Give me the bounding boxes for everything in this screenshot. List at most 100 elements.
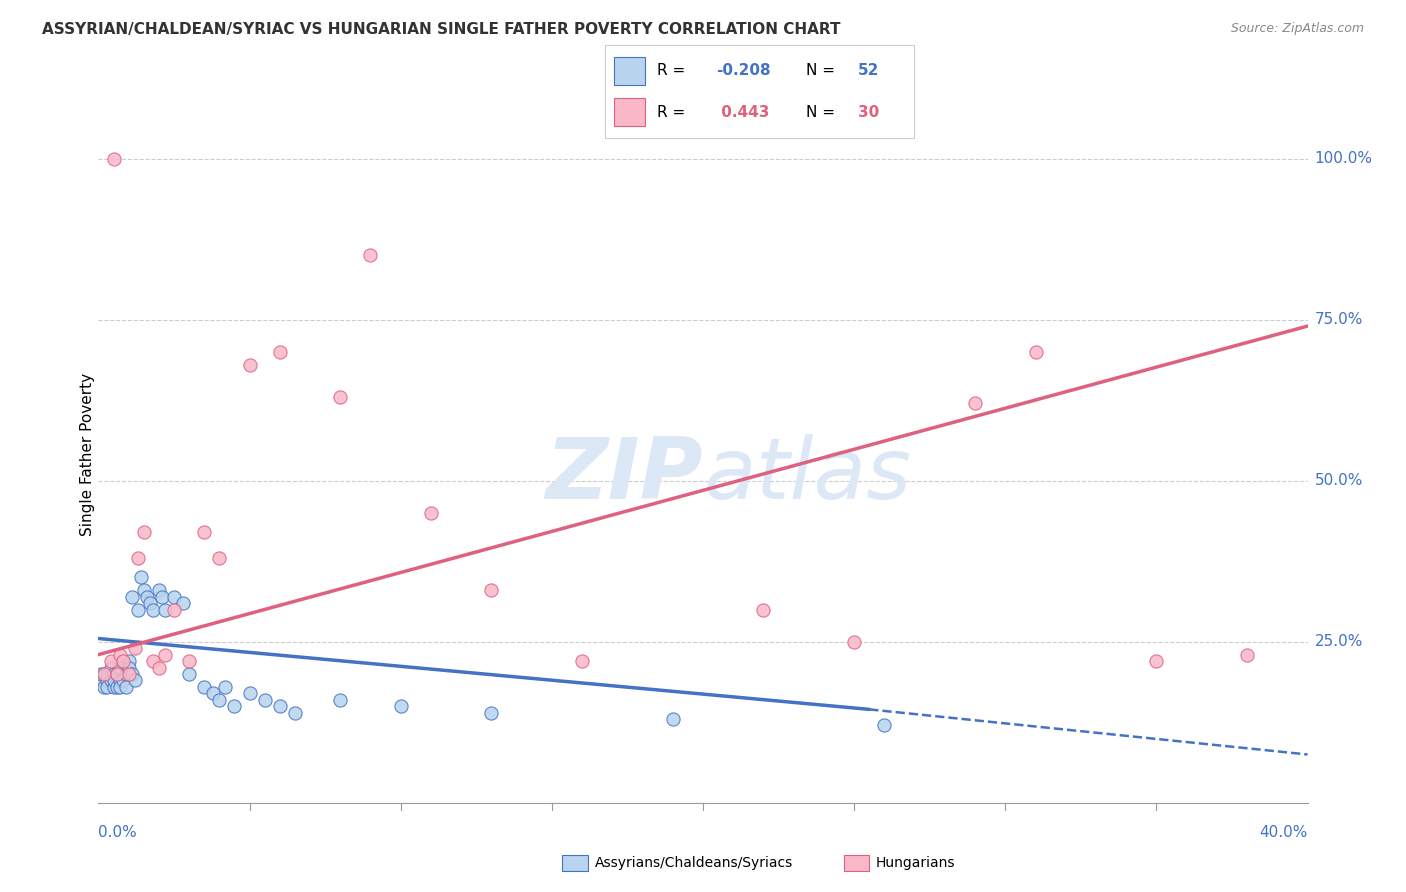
Text: 100.0%: 100.0% [1315, 151, 1372, 166]
Point [124, 673, 146, 688]
Point [105, 667, 128, 681]
Point [239, 358, 262, 372]
Point [172, 596, 194, 610]
Text: 0.0%: 0.0% [98, 825, 138, 840]
Y-axis label: Single Father Poverty: Single Father Poverty [80, 374, 94, 536]
Point [132, 583, 155, 598]
Point [100, 673, 122, 688]
Point [844, 634, 866, 648]
Point [389, 699, 412, 714]
Point [127, 551, 149, 566]
Text: atlas: atlas [703, 434, 911, 517]
Point [114, 667, 136, 681]
Point [329, 692, 352, 706]
Point [329, 390, 352, 404]
Point [127, 602, 149, 616]
FancyBboxPatch shape [614, 98, 645, 126]
Point [202, 686, 225, 700]
Point [1236, 648, 1258, 662]
Point [163, 602, 186, 616]
Point [132, 525, 155, 540]
Point [139, 596, 162, 610]
Text: -0.208: -0.208 [716, 63, 770, 78]
Point [661, 712, 683, 726]
Point [108, 673, 131, 688]
Point [118, 667, 141, 681]
Point [111, 673, 134, 688]
Point [93, 667, 115, 681]
Point [108, 648, 131, 662]
Point [269, 699, 291, 714]
Text: 52: 52 [858, 63, 880, 78]
Point [90, 673, 112, 688]
Point [571, 654, 593, 668]
Point [148, 583, 170, 598]
Point [96, 680, 118, 694]
Point [105, 667, 128, 681]
Text: N =: N = [806, 104, 839, 120]
Point [1024, 344, 1046, 359]
Point [148, 660, 170, 674]
Point [93, 680, 115, 694]
Point [129, 570, 152, 584]
Text: R =: R = [657, 104, 690, 120]
Point [100, 654, 122, 668]
Point [103, 667, 125, 681]
Point [284, 706, 307, 720]
Text: 75.0%: 75.0% [1315, 312, 1362, 327]
Text: R =: R = [657, 63, 690, 78]
Point [873, 718, 896, 732]
Point [142, 654, 165, 668]
Point [142, 602, 165, 616]
Point [135, 590, 157, 604]
Point [239, 686, 262, 700]
Point [118, 654, 141, 668]
Point [214, 680, 236, 694]
Text: ZIP: ZIP [546, 434, 703, 517]
Text: Source: ZipAtlas.com: Source: ZipAtlas.com [1230, 22, 1364, 36]
Text: Assyrians/Chaldeans/Syriacs: Assyrians/Chaldeans/Syriacs [595, 856, 793, 871]
Text: 25.0%: 25.0% [1315, 634, 1362, 649]
Point [114, 680, 136, 694]
Point [481, 706, 503, 720]
Point [208, 551, 231, 566]
Point [965, 396, 987, 410]
Point [103, 152, 125, 166]
Point [481, 583, 503, 598]
Point [193, 680, 215, 694]
Text: 30: 30 [858, 104, 880, 120]
Text: Hungarians: Hungarians [876, 856, 956, 871]
Text: 0.443: 0.443 [716, 104, 769, 120]
Point [124, 641, 146, 656]
Point [111, 654, 134, 668]
Point [150, 590, 173, 604]
Point [193, 525, 215, 540]
Point [177, 667, 201, 681]
Point [103, 673, 125, 688]
Point [96, 667, 118, 681]
Point [103, 680, 125, 694]
Point [93, 667, 115, 681]
Point [360, 248, 382, 262]
Point [108, 660, 131, 674]
Point [121, 590, 143, 604]
Text: ASSYRIAN/CHALDEAN/SYRIAC VS HUNGARIAN SINGLE FATHER POVERTY CORRELATION CHART: ASSYRIAN/CHALDEAN/SYRIAC VS HUNGARIAN SI… [42, 22, 841, 37]
Point [118, 660, 141, 674]
Point [100, 660, 122, 674]
Point [121, 667, 143, 681]
Point [163, 590, 186, 604]
Text: N =: N = [806, 63, 839, 78]
Text: 40.0%: 40.0% [1260, 825, 1308, 840]
Point [153, 648, 176, 662]
Point [177, 654, 201, 668]
Point [153, 602, 176, 616]
Point [96, 673, 118, 688]
Point [108, 680, 131, 694]
Text: 50.0%: 50.0% [1315, 473, 1362, 488]
Point [253, 692, 276, 706]
Point [105, 680, 128, 694]
Point [419, 506, 441, 520]
Point [1144, 654, 1167, 668]
Point [752, 602, 775, 616]
Point [208, 692, 231, 706]
